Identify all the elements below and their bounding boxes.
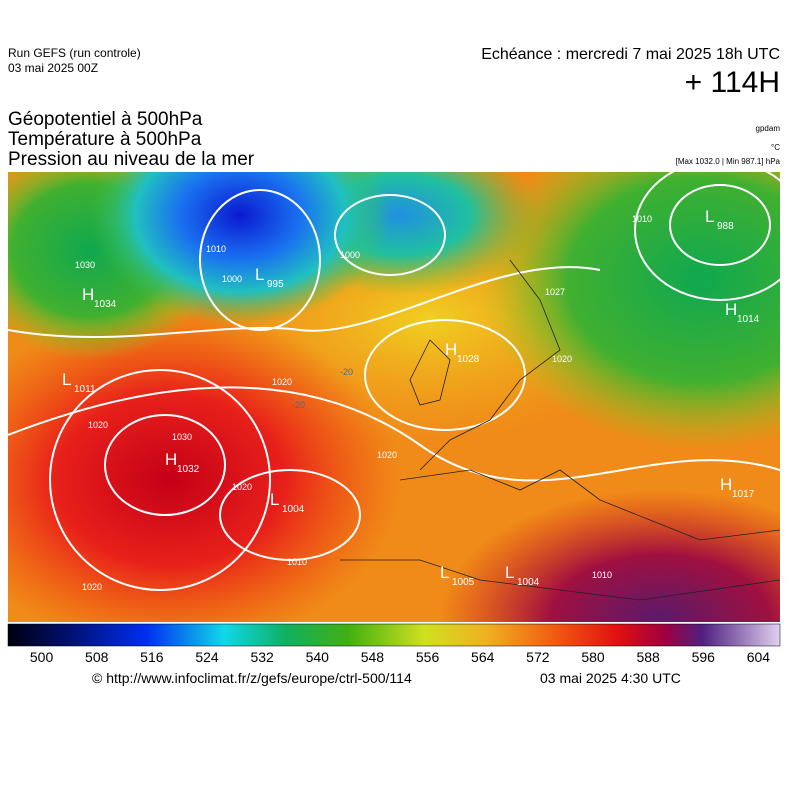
unit: °C xyxy=(771,143,780,152)
isobar-label: 1020 xyxy=(552,354,572,364)
center-kind: H xyxy=(82,285,94,304)
colorbar-label: 548 xyxy=(361,649,385,665)
center-kind: L xyxy=(505,563,514,582)
center-value: 1004 xyxy=(517,577,540,588)
isobar-label: 1010 xyxy=(287,557,307,567)
center-kind: L xyxy=(440,563,449,582)
center-value: 988 xyxy=(717,221,734,232)
center-value: 1014 xyxy=(737,314,760,325)
isobar-label: 1027 xyxy=(545,287,565,297)
colorbar-label: 556 xyxy=(416,649,440,665)
center-value: 1004 xyxy=(282,504,305,515)
colorbar-label: 508 xyxy=(85,649,109,665)
center-value: 1017 xyxy=(732,489,755,500)
isobar-label: 1000 xyxy=(222,274,242,284)
colorbar xyxy=(7,623,781,647)
center-kind: H xyxy=(720,475,732,494)
source: © http://www.infoclimat.fr/z/gefs/europe… xyxy=(92,670,412,686)
isobar-label: 1010 xyxy=(206,244,226,254)
isobar-label: 1020 xyxy=(82,582,102,592)
isobar-label: 1010 xyxy=(592,570,612,580)
center-kind: L xyxy=(255,265,264,284)
run-date: 03 mai 2025 00Z xyxy=(8,61,99,75)
colorbar-label: 596 xyxy=(692,649,716,665)
isobar-label: 1020 xyxy=(232,482,252,492)
map-field xyxy=(8,172,780,622)
run: Run GEFS (run controle) xyxy=(8,46,141,60)
isobar-label: 1020 xyxy=(272,377,292,387)
center-kind: H xyxy=(725,300,737,319)
center-kind: L xyxy=(270,490,279,509)
isobar-label: 1000 xyxy=(340,250,360,260)
colorbar-label: 516 xyxy=(140,649,164,665)
center-kind: H xyxy=(445,340,457,359)
colorbar-label: 500 xyxy=(30,649,54,665)
isobar-label: 1010 xyxy=(632,214,652,224)
center-value: 995 xyxy=(267,279,284,290)
isobar-label: 1030 xyxy=(75,260,95,270)
isobar-label: -20 xyxy=(292,400,305,410)
center-value: 1034 xyxy=(94,299,117,310)
center-kind: L xyxy=(62,370,71,389)
center-value: 1011 xyxy=(74,384,96,395)
colorbar-label: 588 xyxy=(636,649,660,665)
title: Température à 500hPa xyxy=(8,129,202,150)
center-value: 1005 xyxy=(452,577,475,588)
isobar-label: -20 xyxy=(340,367,353,377)
colorbar-label: 524 xyxy=(195,649,219,665)
colorbar-label: 564 xyxy=(471,649,495,665)
colorbar-label: 604 xyxy=(747,649,771,665)
colorbar-label: 580 xyxy=(581,649,605,665)
echeance: Echéance : mercredi 7 mai 2025 18h UTC xyxy=(481,46,780,63)
unit: [Max 1032.0 | Min 987.1] hPa xyxy=(675,157,780,166)
center-value: 1032 xyxy=(177,464,200,475)
title: Géopotentiel à 500hPa xyxy=(8,109,203,130)
isobar-label: 1020 xyxy=(88,420,108,430)
lead-time: + 114H xyxy=(684,66,780,99)
isobar-label: 1020 xyxy=(377,450,397,460)
center-kind: H xyxy=(165,450,177,469)
colorbar-label: 572 xyxy=(526,649,550,665)
unit: gpdam xyxy=(755,124,780,133)
center-kind: L xyxy=(705,207,714,226)
colorbar-label: 532 xyxy=(250,649,274,665)
colorbar-label: 540 xyxy=(306,649,330,665)
issued: 03 mai 2025 4:30 UTC xyxy=(540,670,681,686)
title: Pression au niveau de la mer xyxy=(8,149,255,170)
isobar-label: 1030 xyxy=(172,432,192,442)
center-value: 1028 xyxy=(457,354,480,365)
